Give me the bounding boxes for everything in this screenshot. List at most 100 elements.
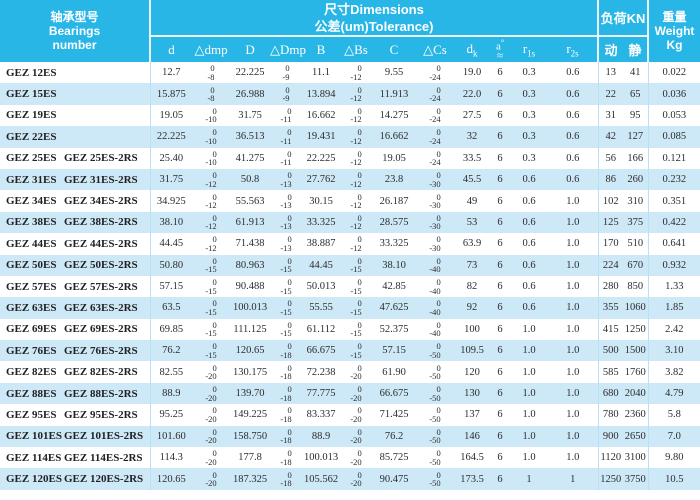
cell-stat: 95 (623, 104, 649, 127)
cell-r2s: 1 (548, 468, 599, 490)
header-weight: 重量 Weight Kg (647, 0, 700, 62)
cell-Bs: 0 -15 (340, 340, 373, 362)
cell-Bs: 0 -12 (340, 233, 373, 255)
cell-dk: 22.0 (454, 83, 491, 105)
header-bearings-line2: Bearings (48, 24, 101, 38)
cell-D: 177.8 (230, 447, 271, 469)
cell-model-es: GEZ 63ES (0, 297, 62, 319)
cell-r2s: 1.0 (548, 361, 599, 383)
cell-Cs: 0 -30 (416, 190, 455, 212)
cell-d: 50.80 (149, 254, 193, 276)
cell-D: 187.325 (230, 468, 271, 490)
cell-dmp: 0 -15 (192, 297, 231, 319)
cell-Dmp: 0 -15 (270, 297, 303, 319)
cell-weight: 3.10 (647, 340, 700, 362)
cell-r1s: 1.0 (510, 382, 549, 405)
cell-C: 14.275 (372, 104, 417, 127)
cell-dk: 82 (454, 275, 491, 298)
header-load-kn: 负荷KN (597, 0, 649, 37)
cell-dyn: 125 (597, 211, 624, 234)
cell-d: 22.225 (149, 126, 193, 148)
cell-model-es: GEZ 120ES (0, 468, 62, 490)
cell-model-es: GEZ 25ES (0, 147, 62, 169)
cell-dk: 109.5 (454, 340, 491, 362)
cell-Dmp: 0 -18 (270, 404, 303, 426)
cell-dmp: 0 -20 (192, 404, 231, 426)
cell-Cs: 0 -40 (416, 254, 455, 276)
cell-r1s: 0.6 (510, 254, 549, 276)
cell-stat: 65 (623, 83, 649, 105)
cell-dyn: 1120 (597, 447, 624, 469)
cell-dmp: 0 -12 (192, 168, 231, 191)
header-bearings-line1: 轴承型号 (50, 10, 99, 24)
cell-B: 100.013 (302, 447, 341, 469)
cell-Dmp: 0 -13 (270, 211, 303, 234)
cell-stat: 1500 (623, 340, 649, 362)
cell-dmp: 0 -12 (192, 190, 231, 212)
cell-Cs: 0 -24 (416, 126, 455, 148)
cell-Dmp: 0 -11 (270, 126, 303, 148)
cell-d: 114.3 (149, 447, 193, 469)
cell-a: 6 (490, 340, 511, 362)
cell-r1s: 1.0 (510, 340, 549, 362)
cell-B: 66.675 (302, 340, 341, 362)
cell-r2s: 1.0 (548, 382, 599, 405)
table-row: GEZ 120ES GEZ 120ES-2RS 120.65 0 -20 187.325 0… (0, 468, 700, 490)
cell-r1s: 1.0 (510, 404, 549, 426)
cell-Dmp: 0 -15 (270, 275, 303, 298)
cell-Dmp: 0 -9 (270, 83, 303, 105)
cell-dyn: 86 (597, 168, 624, 191)
header-bearings-line3: number (52, 38, 97, 52)
cell-Bs: 0 -12 (340, 147, 373, 169)
cell-r2s: 1.0 (548, 190, 599, 212)
cell-Cs: 0 -24 (416, 147, 455, 169)
cell-Cs: 0 -50 (416, 340, 455, 362)
cell-stat: 3750 (623, 468, 649, 490)
cell-dyn: 56 (597, 147, 624, 169)
header-weight-line1: 重量 (662, 10, 687, 24)
cell-a: 6 (490, 468, 511, 490)
cell-Dmp: 0 -15 (270, 318, 303, 341)
cell-a: 6 (490, 254, 511, 276)
cell-D: 31.75 (230, 104, 271, 127)
cell-a: 6 (490, 233, 511, 255)
cell-dmp: 0 -15 (192, 275, 231, 298)
cell-weight: 3.82 (647, 361, 700, 383)
cell-a: 6 (490, 104, 511, 127)
cell-Bs: 0 -12 (340, 211, 373, 234)
cell-dmp: 0 -12 (192, 233, 231, 255)
header-dimensions-line1: 尺寸Dimensions (324, 1, 424, 17)
cell-C: 42.85 (372, 275, 417, 298)
col-header-Bs: △Bs (340, 36, 373, 62)
table-row: GEZ 114ES GEZ 114ES-2RS 114.3 0 -20 177.8 0 -18… (0, 447, 700, 469)
cell-dyn: 900 (597, 425, 624, 448)
cell-Dmp: 0 -13 (270, 168, 303, 191)
cell-dk: 73 (454, 254, 491, 276)
cell-model-es: GEZ 57ES (0, 275, 62, 298)
cell-Cs: 0 -40 (416, 297, 455, 319)
cell-model-es: GEZ 15ES (0, 83, 62, 105)
cell-B: 11.1 (302, 62, 341, 84)
cell-dyn: 42 (597, 126, 624, 148)
col-header-dk: dk (454, 36, 491, 62)
cell-model-2rs (62, 83, 151, 105)
cell-C: 52.375 (372, 318, 417, 341)
col-header-stat: 静 (623, 36, 649, 62)
col-header-r1s: r1s (510, 36, 549, 62)
cell-d: 15.875 (149, 83, 193, 105)
cell-dk: 146 (454, 425, 491, 448)
cell-dmp: 0 -20 (192, 447, 231, 469)
cell-C: 16.662 (372, 126, 417, 148)
cell-Dmp: 0 -13 (270, 190, 303, 212)
cell-B: 105.562 (302, 468, 341, 490)
cell-dyn: 680 (597, 382, 624, 405)
cell-C: 28.575 (372, 211, 417, 234)
cell-stat: 1760 (623, 361, 649, 383)
cell-Dmp: 0 -18 (270, 447, 303, 469)
cell-C: 57.15 (372, 340, 417, 362)
cell-Dmp: 0 -18 (270, 425, 303, 448)
table-row: GEZ 50ES GEZ 50ES-2RS 50.80 0 -15 80.963 0 -15 4… (0, 254, 700, 276)
cell-stat: 2040 (623, 382, 649, 405)
cell-r1s: 0.3 (510, 62, 549, 84)
